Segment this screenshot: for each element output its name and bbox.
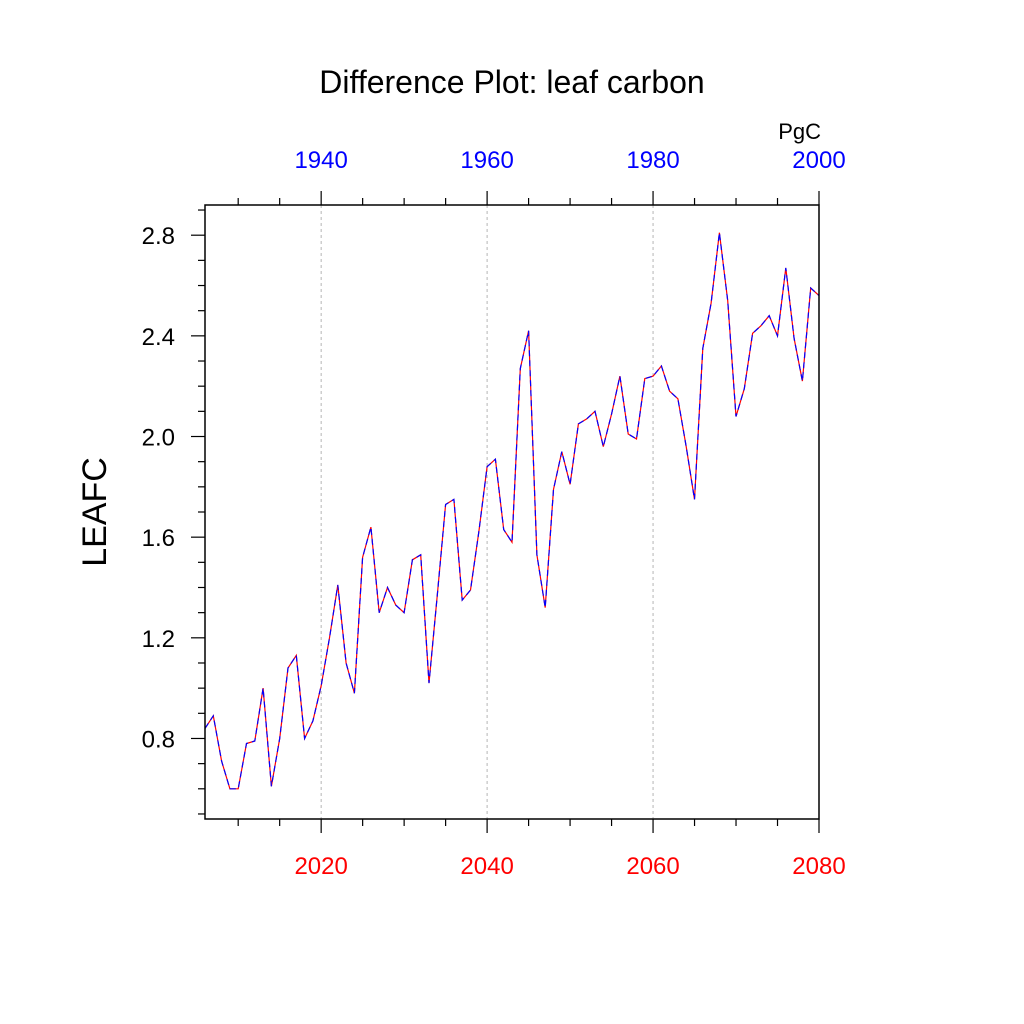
y-tick-label: 2.8 (142, 223, 175, 250)
series-line (204, 232, 820, 790)
top-x-tick-label: 1960 (460, 147, 513, 174)
x-tick-label: 2040 (460, 853, 513, 880)
top-x-tick-label: 2000 (792, 147, 845, 174)
plot-frame (204, 204, 820, 820)
top-x-tick-label: 1980 (626, 147, 679, 174)
tick-labels: 2020 2040 2060 2080 1940 1960 1980 2000 0.8 1.2 1.… (142, 147, 846, 880)
y-tick-label: 2.0 (142, 425, 175, 452)
y-tick-label: 1.2 (142, 626, 175, 653)
series-line-overlay (204, 232, 820, 790)
grid (320, 205, 654, 819)
y-tick-label: 1.6 (142, 525, 175, 552)
x-tick-label: 2060 (626, 853, 679, 880)
chart-title: Difference Plot: leaf carbon (319, 64, 704, 100)
x-tick-label: 2020 (294, 853, 347, 880)
y-tick-label: 0.8 (142, 726, 175, 753)
axis-ticks (191, 191, 820, 833)
units-label: PgC (778, 119, 821, 144)
top-x-tick-label: 1940 (294, 147, 347, 174)
series-lines (204, 232, 820, 790)
x-tick-label: 2080 (792, 853, 845, 880)
y-tick-label: 2.4 (142, 324, 175, 351)
y-axis-label: LEAFC (76, 457, 114, 567)
